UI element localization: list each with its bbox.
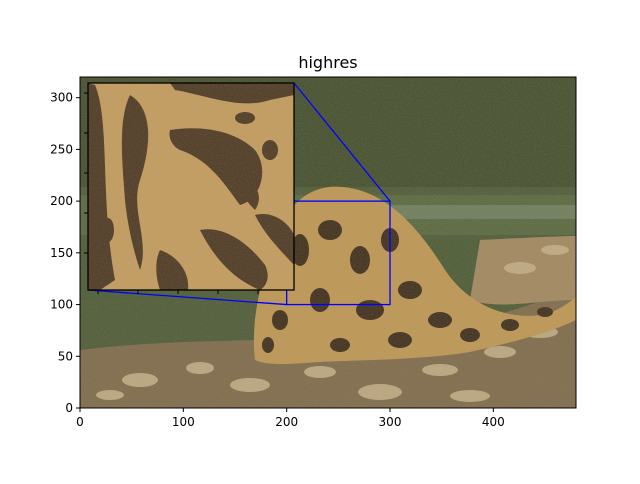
inset-ticks <box>84 92 259 294</box>
chart-title: highres <box>298 53 357 72</box>
y-tick-label: 0 <box>65 401 73 415</box>
y-tick-label: 250 <box>50 142 73 156</box>
x-tick-label: 200 <box>275 415 298 429</box>
x-tick-label: 400 <box>482 415 505 429</box>
zoom-connector-line <box>293 82 391 202</box>
x-axis-ticks: 0 100 200 300 400 <box>76 408 505 429</box>
y-tick-label: 50 <box>58 349 73 363</box>
inset-zoom-image <box>84 82 295 294</box>
x-tick-label: 100 <box>172 415 195 429</box>
y-tick-label: 100 <box>50 298 73 312</box>
y-axis-ticks: 0 50 100 150 200 250 300 <box>50 91 80 415</box>
y-tick-label: 200 <box>50 194 73 208</box>
x-tick-label: 0 <box>76 415 84 429</box>
y-tick-label: 300 <box>50 91 73 105</box>
y-tick-label: 150 <box>50 246 73 260</box>
axes-frame <box>79 76 577 409</box>
zoom-connector-line <box>87 289 287 306</box>
x-tick-label: 300 <box>379 415 402 429</box>
